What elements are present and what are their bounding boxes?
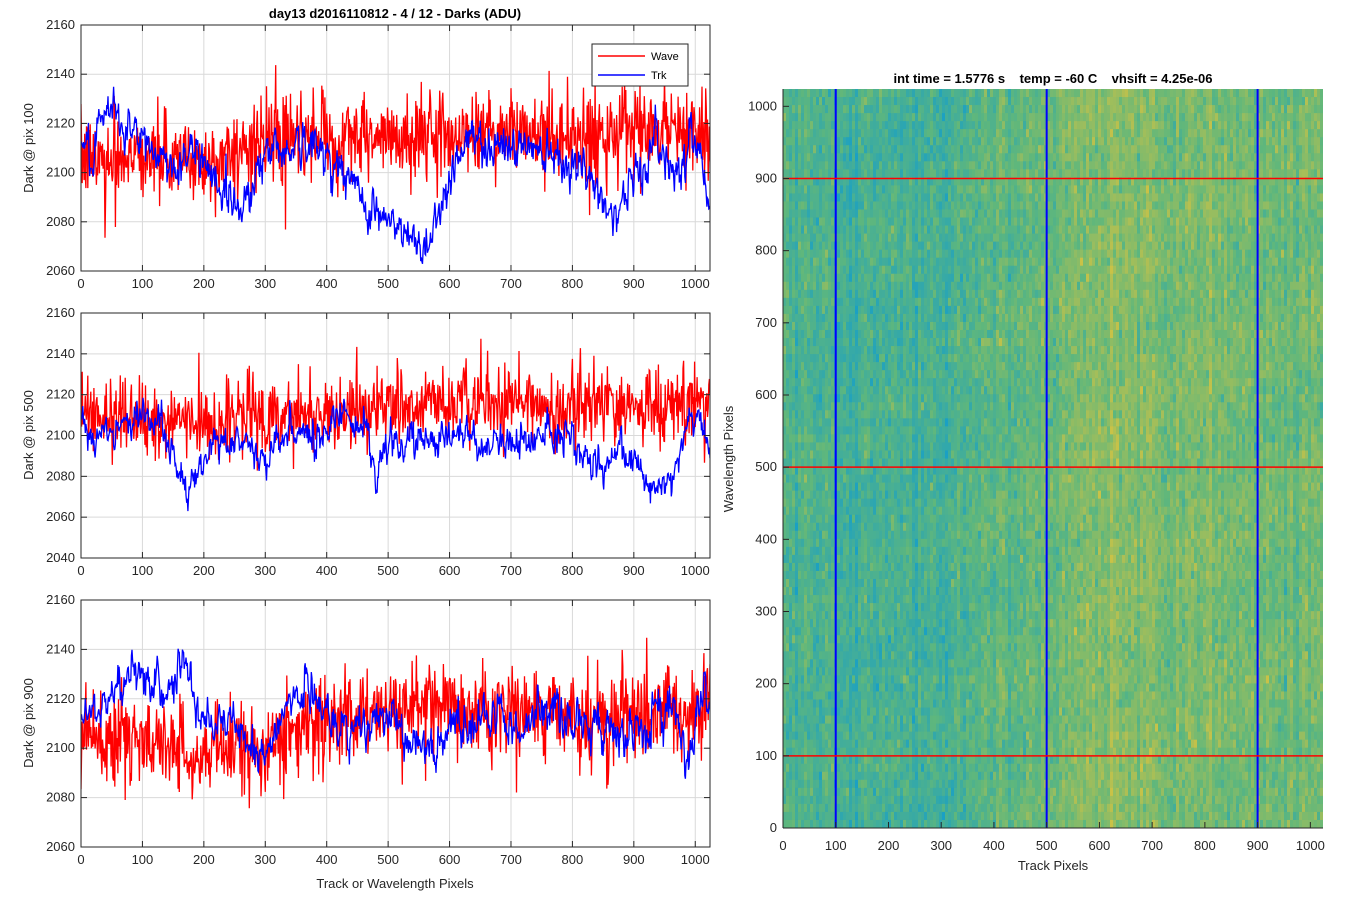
x-axis-label: Track or Wavelength Pixels — [316, 876, 474, 891]
x-tick-label: 900 — [623, 563, 645, 578]
y-tick-label: 2140 — [46, 641, 75, 656]
y-tick-label: 600 — [755, 387, 777, 402]
y-tick-label: 2120 — [46, 115, 75, 130]
y-tick-label: 2120 — [46, 387, 75, 402]
x-tick-label: 900 — [623, 276, 645, 291]
dark-frame-image: 0 100 200 300 400 500 600 700 800 900 1000 0 100 200 3… — [721, 71, 1325, 873]
y-tick-label: 2060 — [46, 263, 75, 278]
y-tick-label: 2060 — [46, 839, 75, 854]
x-tick-label: 600 — [439, 563, 461, 578]
x-tick-label: 200 — [193, 563, 215, 578]
plot-pix-500: 0 100 200 300 400 500 600 700 800 900 1000 2040 2060… — [21, 305, 711, 578]
x-tick-label: 500 — [377, 563, 399, 578]
x-tick-label: 200 — [193, 276, 215, 291]
x-tick-label: 200 — [878, 838, 900, 853]
y-axis-label: Dark @ pix 500 — [21, 390, 36, 480]
y-axis-label: Dark @ pix 900 — [21, 678, 36, 768]
x-tick-label: 0 — [77, 276, 84, 291]
legend-trk-label: Trk — [651, 70, 667, 82]
y-axis-label: Dark @ pix 100 — [21, 103, 36, 193]
y-tick-label: 2080 — [46, 790, 75, 805]
y-tick-label: 2120 — [46, 691, 75, 706]
x-tick-label: 800 — [562, 852, 584, 867]
y-tick-label: 2100 — [46, 428, 75, 443]
series-wave — [81, 637, 710, 809]
y-tick-label: 100 — [755, 748, 777, 763]
y-tick-label: 2140 — [46, 346, 75, 361]
y-tick-label: 300 — [755, 603, 777, 618]
y-tick-label: 2080 — [46, 214, 75, 229]
x-tick-label: 100 — [132, 852, 154, 867]
y-tick-label: 200 — [755, 676, 777, 691]
x-tick-label: 100 — [132, 563, 154, 578]
plot-pix-900: 0 100 200 300 400 500 600 700 800 900 1000 2060 2080… — [21, 592, 711, 891]
y-tick-label: 2160 — [46, 17, 75, 32]
x-tick-label: 100 — [132, 276, 154, 291]
x-tick-label: 800 — [562, 276, 584, 291]
y-tick-label: 2100 — [46, 165, 75, 180]
x-tick-label: 0 — [77, 563, 84, 578]
y-tick-label: 2140 — [46, 66, 75, 81]
x-tick-label: 700 — [500, 852, 522, 867]
series-wave — [81, 65, 710, 238]
x-tick-label: 300 — [930, 838, 952, 853]
x-tick-label: 600 — [1089, 838, 1111, 853]
x-tick-label: 600 — [439, 276, 461, 291]
y-tick-label: 2160 — [46, 592, 75, 607]
x-axis-label: Track Pixels — [1018, 858, 1089, 873]
x-tick-label: 400 — [316, 276, 338, 291]
x-tick-label: 200 — [193, 852, 215, 867]
y-tick-label: 2040 — [46, 550, 75, 565]
x-tick-label: 800 — [562, 563, 584, 578]
y-tick-label: 2100 — [46, 740, 75, 755]
x-tick-label: 400 — [983, 838, 1005, 853]
x-tick-label: 300 — [254, 276, 276, 291]
y-tick-label: 500 — [755, 459, 777, 474]
image-title: int time = 1.5776 s temp = -60 C vhsift … — [893, 71, 1212, 86]
legend-wave-label: Wave — [651, 51, 679, 63]
legend: Wave Trk — [591, 43, 689, 87]
y-tick-label: 2060 — [46, 509, 75, 524]
x-tick-label: 400 — [316, 563, 338, 578]
plot-pix-100: 0 100 200 300 400 500 600 700 800 900 1000 2060 2080… — [21, 6, 711, 291]
x-tick-label: 500 — [377, 276, 399, 291]
x-tick-label: 0 — [77, 852, 84, 867]
plot-title: day13 d2016110812 - 4 / 12 - Darks (ADU) — [269, 6, 521, 21]
x-tick-label: 600 — [439, 852, 461, 867]
y-tick-label: 800 — [755, 243, 777, 258]
x-tick-label: 900 — [1247, 838, 1269, 853]
y-axis-label: Wavelength Pixels — [721, 405, 736, 512]
y-tick-label: 2160 — [46, 305, 75, 320]
x-tick-label: 800 — [1194, 838, 1216, 853]
x-tick-label: 1000 — [1296, 838, 1325, 853]
x-tick-label: 1000 — [681, 563, 710, 578]
x-tick-label: 500 — [377, 852, 399, 867]
axes-frame — [80, 599, 711, 848]
x-tick-label: 900 — [623, 852, 645, 867]
axes-frame — [80, 24, 711, 272]
x-tick-label: 1000 — [681, 276, 710, 291]
x-tick-label: 500 — [1036, 838, 1058, 853]
x-tick-label: 300 — [254, 563, 276, 578]
x-tick-label: 300 — [254, 852, 276, 867]
y-tick-label: 900 — [755, 170, 777, 185]
x-tick-label: 100 — [825, 838, 847, 853]
series-trk — [81, 86, 710, 265]
y-tick-label: 0 — [770, 820, 777, 835]
y-tick-label: 2080 — [46, 468, 75, 483]
x-tick-label: 700 — [500, 563, 522, 578]
x-tick-label: 1000 — [681, 852, 710, 867]
y-tick-label: 1000 — [748, 98, 777, 113]
series-trk — [81, 648, 710, 779]
y-tick-label: 700 — [755, 315, 777, 330]
y-tick-label: 400 — [755, 531, 777, 546]
series-trk — [81, 397, 710, 512]
x-tick-label: 700 — [1141, 838, 1163, 853]
series-wave — [81, 338, 710, 471]
x-tick-label: 700 — [500, 276, 522, 291]
x-tick-label: 0 — [779, 838, 786, 853]
x-tick-label: 400 — [316, 852, 338, 867]
